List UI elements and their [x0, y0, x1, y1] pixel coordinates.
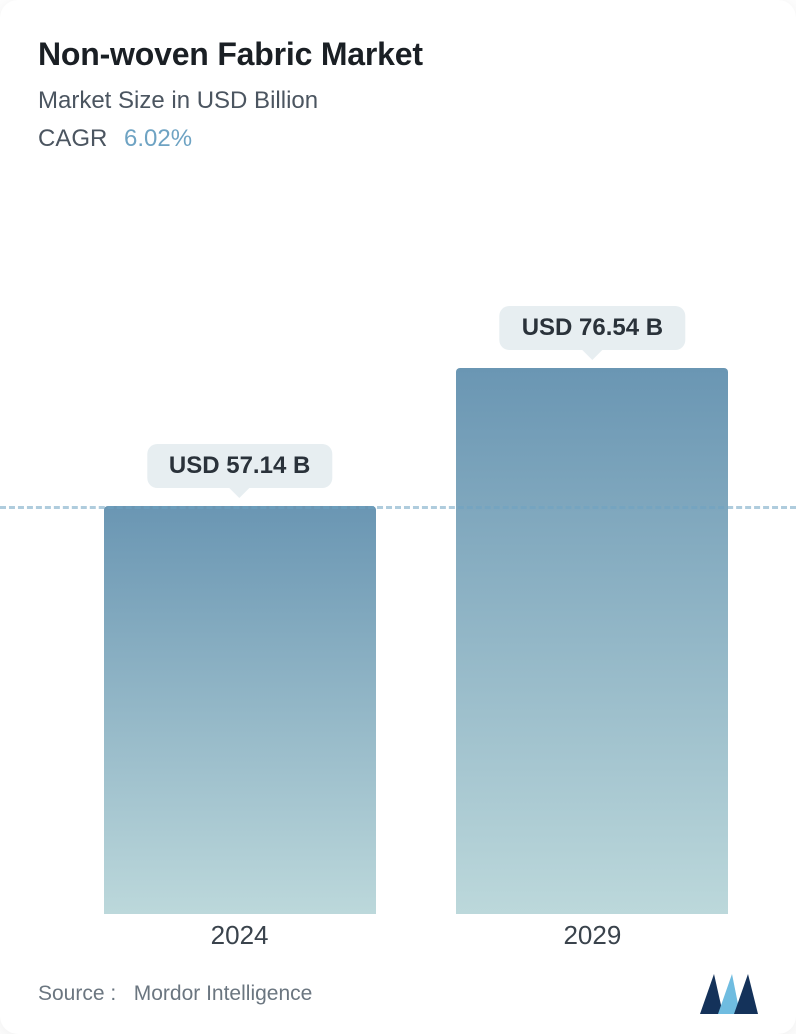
- bar-2024: [104, 506, 376, 914]
- source-name: Mordor Intelligence: [134, 982, 313, 1005]
- cagr-value: 6.02%: [124, 125, 192, 152]
- brand-logo-icon: [700, 974, 758, 1014]
- reference-line: [0, 506, 796, 509]
- chart-card: Non-woven Fabric Market Market Size in U…: [0, 0, 796, 1034]
- bar-2029: [456, 368, 728, 914]
- chart-subtitle: Market Size in USD Billion: [38, 87, 758, 115]
- x-label-2024: 2024: [211, 920, 269, 951]
- chart-plot-area: USD 57.14 B USD 76.54 B: [38, 200, 758, 914]
- value-badge-2024: USD 57.14 B: [147, 444, 332, 488]
- chart-footer: Source : Mordor Intelligence: [38, 974, 758, 1014]
- cagr-label: CAGR: [38, 125, 107, 152]
- x-axis-labels: 2024 2029: [38, 920, 758, 960]
- x-label-2029: 2029: [563, 920, 621, 951]
- source-attribution: Source : Mordor Intelligence: [38, 982, 312, 1006]
- chart-title: Non-woven Fabric Market: [38, 36, 758, 73]
- cagr-row: CAGR 6.02%: [38, 125, 758, 153]
- value-badge-2029: USD 76.54 B: [500, 306, 685, 350]
- source-label: Source :: [38, 982, 116, 1005]
